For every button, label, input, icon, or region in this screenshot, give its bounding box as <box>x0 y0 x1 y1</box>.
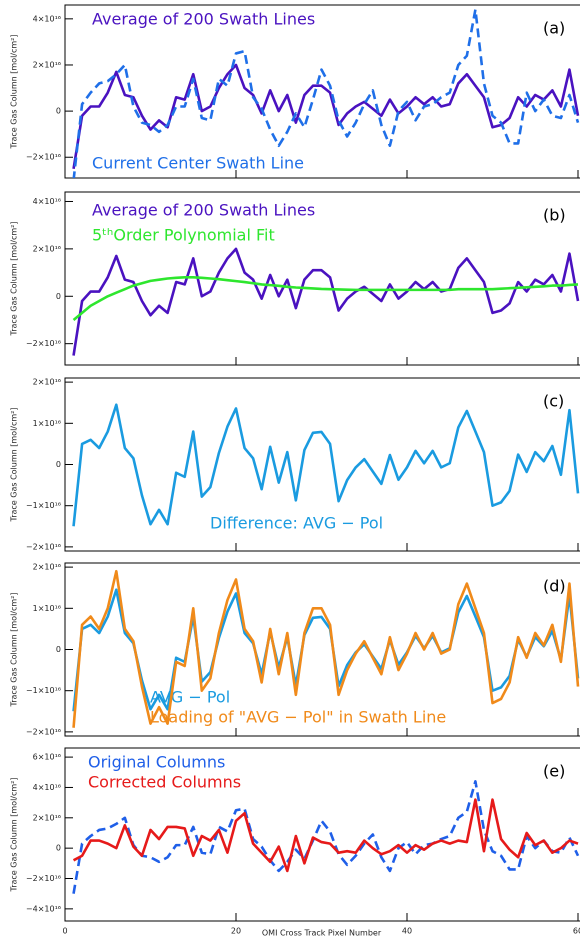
legend-label: 5ᵗʰOrder Polynomial Fit <box>92 226 275 245</box>
x-tick-label: 0 <box>62 927 67 936</box>
y-tick-label: 1×10¹⁶ <box>33 604 61 613</box>
y-tick-label: 2×10¹⁶ <box>33 244 61 253</box>
panel-label: (e) <box>543 762 565 781</box>
legend-label: Current Center Swath Line <box>92 154 304 173</box>
legend-label: Average of 200 Swath Lines <box>92 10 315 29</box>
y-axis-title: Trace Gas Column [mol/cm²] <box>10 221 19 336</box>
panel-label: (a) <box>543 19 565 38</box>
legend-label: AVG − Pol <box>150 688 230 707</box>
y-tick-label: −2×10¹⁶ <box>26 542 61 551</box>
y-tick-label: 4×10¹⁶ <box>33 197 61 206</box>
y-tick-label: 2×10¹⁶ <box>33 813 61 822</box>
x-tick-label: 20 <box>231 927 241 936</box>
legend-label: Difference: AVG − Pol <box>210 514 383 533</box>
series-line <box>72 8 580 178</box>
y-tick-label: −1×10¹⁶ <box>26 686 61 695</box>
y-tick-label: 2×10¹⁶ <box>33 378 61 387</box>
y-tick-label: 2×10¹⁶ <box>33 563 61 572</box>
series-line <box>72 780 580 894</box>
y-tick-label: 0 <box>56 292 61 301</box>
y-axis-title: Trace Gas Column [mol/cm²] <box>10 777 19 892</box>
x-axis-title: OMI Cross Track Pixel Number <box>262 929 382 938</box>
series-line <box>72 247 580 356</box>
series-line <box>72 276 579 321</box>
legend-label: Average of 200 Swath Lines <box>92 201 315 220</box>
y-tick-label: 0 <box>56 460 61 469</box>
y-axis-title: Trace Gas Column [mol/cm²] <box>10 592 19 707</box>
series-line <box>72 798 579 873</box>
legend-label: Original Columns <box>88 753 225 772</box>
x-tick-label: 40 <box>402 927 412 936</box>
y-tick-label: 6×10¹⁶ <box>33 753 61 762</box>
y-tick-label: −2×10¹⁶ <box>26 727 61 736</box>
y-tick-label: 0 <box>56 645 61 654</box>
plot-frame <box>64 747 580 922</box>
plot-frame <box>64 4 580 179</box>
y-tick-label: −2×10¹⁶ <box>26 153 61 162</box>
y-tick-label: 4×10¹⁶ <box>33 783 61 792</box>
legend-label: Corrected Columns <box>88 773 241 792</box>
y-tick-label: 1×10¹⁶ <box>33 419 61 428</box>
series-line <box>72 403 580 527</box>
y-tick-label: 2×10¹⁶ <box>33 60 61 69</box>
series-line <box>72 569 580 728</box>
panel-label: (c) <box>543 392 564 411</box>
panel-label: (d) <box>543 577 566 596</box>
y-axis-title: Trace Gas Column [mol/cm²] <box>10 34 19 149</box>
plot-frame <box>64 191 580 366</box>
y-axis-title: Trace Gas Column [mol/cm²] <box>10 407 19 522</box>
series-line <box>72 63 580 169</box>
y-tick-label: −4×10¹⁶ <box>26 904 61 913</box>
legend-label: Loading of "AVG − Pol" in Swath Line <box>150 708 446 727</box>
y-tick-label: 0 <box>56 107 61 116</box>
y-tick-label: 4×10¹⁶ <box>33 14 61 23</box>
y-tick-label: −1×10¹⁶ <box>26 501 61 510</box>
y-tick-label: −2×10¹⁶ <box>26 339 61 348</box>
series-line <box>72 588 580 712</box>
y-tick-label: −2×10¹⁶ <box>26 874 61 883</box>
x-tick-label: 60 <box>573 927 580 936</box>
y-tick-label: 0 <box>56 844 61 853</box>
panel-label: (b) <box>543 206 566 225</box>
